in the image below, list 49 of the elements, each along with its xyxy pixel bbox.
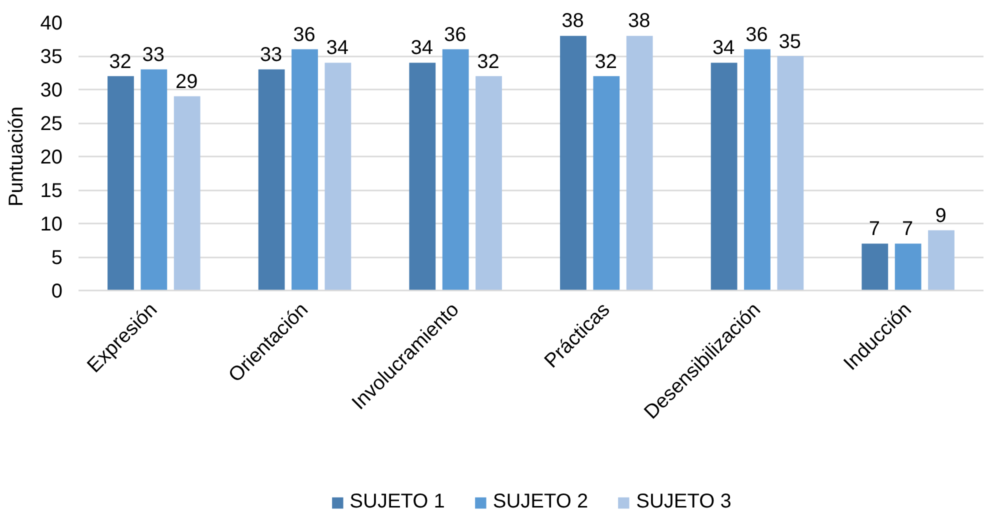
data-label: 32 xyxy=(477,50,500,74)
y-tick-label: 35 xyxy=(40,46,63,68)
bar xyxy=(560,36,586,290)
data-label: 7 xyxy=(868,218,880,242)
bar xyxy=(324,62,352,290)
data-label: 34 xyxy=(712,37,735,60)
bar xyxy=(862,244,888,290)
data-label: 36 xyxy=(444,24,466,47)
y-tick-label: 25 xyxy=(40,113,63,135)
data-label: 7 xyxy=(902,218,914,242)
data-label: 32 xyxy=(594,50,618,74)
bar xyxy=(710,62,738,290)
bar xyxy=(442,49,469,290)
y-tick-label: 20 xyxy=(40,146,63,168)
data-label: 35 xyxy=(778,30,802,54)
bar xyxy=(292,49,318,290)
bar xyxy=(626,36,653,290)
y-tick-label: 10 xyxy=(40,214,63,236)
bar xyxy=(174,96,200,290)
data-label: 33 xyxy=(142,44,165,67)
y-tick-label: 30 xyxy=(40,80,63,102)
bar xyxy=(593,76,620,290)
data-label: 38 xyxy=(628,10,650,34)
legend-label: SUJETO 1 xyxy=(350,490,445,514)
data-label: 9 xyxy=(935,204,946,228)
data-label: 34 xyxy=(326,37,349,60)
bar xyxy=(409,62,436,290)
bar xyxy=(476,76,502,290)
legend-label: SUJETO 2 xyxy=(492,490,588,514)
y-tick-label: 40 xyxy=(40,12,63,34)
bar xyxy=(258,69,285,290)
bar xyxy=(894,244,922,290)
bar xyxy=(108,76,134,290)
data-label: 38 xyxy=(562,10,584,34)
bar xyxy=(140,69,168,290)
y-axis-title: Puntuación xyxy=(5,106,28,207)
bar xyxy=(744,49,770,290)
data-label: 36 xyxy=(293,24,316,47)
y-tick-label: 0 xyxy=(51,280,62,302)
bar xyxy=(928,230,954,290)
data-label: 33 xyxy=(260,44,282,67)
y-tick-label: 5 xyxy=(51,247,62,269)
bar xyxy=(777,56,804,290)
data-label: 34 xyxy=(410,37,434,60)
y-tick-label: 15 xyxy=(40,180,63,202)
legend-label: SUJETO 3 xyxy=(636,490,732,514)
data-label: 36 xyxy=(746,24,768,47)
data-label: 32 xyxy=(109,50,132,74)
data-label: 29 xyxy=(175,70,198,94)
